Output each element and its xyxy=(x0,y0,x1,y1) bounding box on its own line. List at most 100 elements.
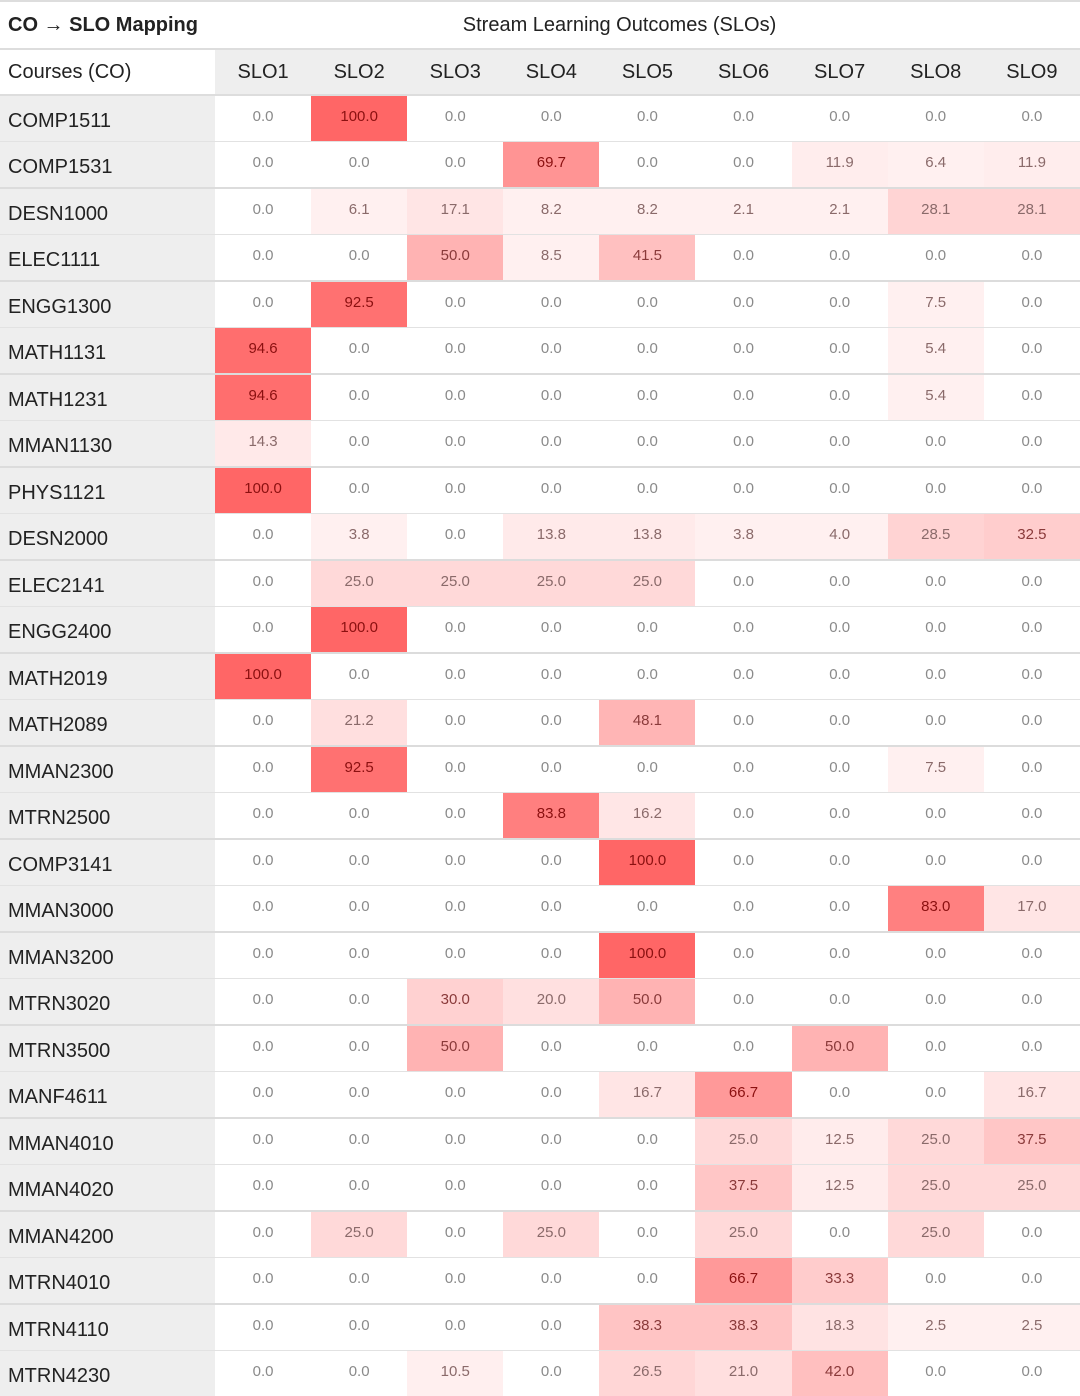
mapping-cell: 17.1 xyxy=(407,188,504,235)
table-row: MTRN3500 0.0 0.0 50.0 0.0 0.0 0.0 50.0 0.0 0.0 xyxy=(0,1025,1080,1072)
mapping-cell: 7.5 xyxy=(887,281,984,328)
course-code: COMP1531 xyxy=(0,141,216,188)
table-row: MATH1131 94.6 0.0 0.0 0.0 0.0 0.0 0.0 5.4 0.0 xyxy=(0,327,1080,374)
column-header-slo7[interactable]: SLO7 xyxy=(814,60,866,83)
mapping-cell: 11.9 xyxy=(983,141,1080,188)
course-code: DESN2000 xyxy=(0,513,216,560)
mapping-cell: 0.0 xyxy=(887,95,984,142)
table-row: MTRN4230 0.0 0.0 10.5 0.0 26.5 21.0 42.0 0.0 0.0 xyxy=(0,1350,1080,1396)
column-header-slo1[interactable]: SLO1 xyxy=(237,60,289,83)
mapping-cell: 0.0 xyxy=(983,95,1080,142)
column-header-slo5[interactable]: SLO5 xyxy=(621,60,674,83)
mapping-cell: 8.5 xyxy=(503,234,600,281)
mapping-cell: 0.0 xyxy=(887,932,984,979)
mapping-cell: 0.0 xyxy=(983,1350,1080,1396)
table-row: DESN1000 0.0 6.1 17.1 8.2 8.2 2.1 2.1 28.1 28.1 xyxy=(0,188,1080,235)
column-header-slo3[interactable]: SLO3 xyxy=(429,60,481,83)
mapping-cell: 0.0 xyxy=(503,95,600,142)
mapping-cell: 26.5 xyxy=(599,1350,696,1396)
mapping-cell: 0.0 xyxy=(215,1071,312,1118)
mapping-cell: 18.3 xyxy=(791,1304,888,1351)
mapping-cell: 0.0 xyxy=(695,1025,792,1072)
column-header-slo4[interactable]: SLO4 xyxy=(525,60,577,83)
mapping-cell: 0.0 xyxy=(503,1118,600,1165)
mapping-cell: 25.0 xyxy=(983,1164,1080,1211)
course-code: MTRN4230 xyxy=(0,1350,216,1396)
table-row: COMP3141 0.0 0.0 0.0 0.0 100.0 0.0 0.0 0.0 0.0 xyxy=(0,839,1080,886)
mapping-cell: 0.0 xyxy=(215,1025,312,1072)
mapping-cell: 13.8 xyxy=(599,513,696,560)
mapping-cell: 0.0 xyxy=(887,1350,984,1396)
mapping-cell: 0.0 xyxy=(311,141,408,188)
mapping-cell: 0.0 xyxy=(407,1257,504,1304)
mapping-cell: 17.0 xyxy=(983,885,1080,932)
mapping-cell: 0.0 xyxy=(407,1164,504,1211)
mapping-cell: 0.0 xyxy=(599,653,696,700)
mapping-cell: 0.0 xyxy=(599,746,696,793)
column-header-slo6[interactable]: SLO6 xyxy=(717,60,770,83)
mapping-cell: 0.0 xyxy=(407,746,504,793)
table-row: MATH2019 100.0 0.0 0.0 0.0 0.0 0.0 0.0 0.0 0.0 xyxy=(0,653,1080,700)
mapping-cell: 0.0 xyxy=(983,281,1080,328)
mapping-cell: 0.0 xyxy=(791,1071,888,1118)
mapping-cell: 33.3 xyxy=(791,1257,888,1304)
column-header-slo9[interactable]: SLO9 xyxy=(1006,60,1058,83)
mapping-cell: 0.0 xyxy=(983,699,1080,746)
mapping-cell: 0.0 xyxy=(791,932,888,979)
table-body: COMP1511 0.0 100.0 0.0 0.0 0.0 0.0 0.0 0.0 0.0 COM… xyxy=(0,95,1080,1396)
mapping-cell: 0.0 xyxy=(215,1211,312,1258)
mapping-cell: 25.0 xyxy=(311,560,408,607)
mapping-cell: 0.0 xyxy=(407,606,504,653)
mapping-cell: 21.0 xyxy=(695,1350,792,1396)
mapping-cell: 0.0 xyxy=(599,95,696,142)
table-row: MANF4611 0.0 0.0 0.0 0.0 16.7 66.7 0.0 0.0 16.7 xyxy=(0,1071,1080,1118)
mapping-cell: 0.0 xyxy=(791,699,888,746)
mapping-cell: 100.0 xyxy=(311,95,408,142)
mapping-cell: 0.0 xyxy=(407,467,504,514)
mapping-cell: 0.0 xyxy=(503,281,600,328)
mapping-cell: 69.7 xyxy=(503,141,600,188)
mapping-cell: 0.0 xyxy=(407,1071,504,1118)
mapping-cell: 0.0 xyxy=(599,281,696,328)
mapping-cell: 0.0 xyxy=(887,467,984,514)
mapping-cell: 0.0 xyxy=(791,420,888,467)
mapping-cell: 0.0 xyxy=(503,1164,600,1211)
table-row: MATH2089 0.0 21.2 0.0 0.0 48.1 0.0 0.0 0.0 0.0 xyxy=(0,699,1080,746)
course-code: MTRN4110 xyxy=(0,1304,216,1351)
mapping-cell: 25.0 xyxy=(407,560,504,607)
column-header-slo8[interactable]: SLO8 xyxy=(910,60,962,83)
mapping-cell: 2.1 xyxy=(791,188,888,235)
table-row: MMAN4200 0.0 25.0 0.0 25.0 0.0 25.0 0.0 25.0 0.0 xyxy=(0,1211,1080,1258)
table-title: CO → SLO Mapping xyxy=(0,1,216,49)
mapping-cell: 25.0 xyxy=(695,1211,792,1258)
mapping-cell: 0.0 xyxy=(983,374,1080,421)
column-header-slo2[interactable]: SLO2 xyxy=(333,60,385,83)
mapping-cell: 10.5 xyxy=(407,1350,504,1396)
mapping-cell: 0.0 xyxy=(503,653,600,700)
table-row: MMAN2300 0.0 92.5 0.0 0.0 0.0 0.0 0.0 7.5 0.0 xyxy=(0,746,1080,793)
mapping-cell: 100.0 xyxy=(311,606,408,653)
mapping-cell: 13.8 xyxy=(503,513,600,560)
course-code: MMAN1130 xyxy=(0,420,216,467)
mapping-cell: 0.0 xyxy=(407,141,504,188)
course-code: MMAN4020 xyxy=(0,1164,216,1211)
mapping-cell: 50.0 xyxy=(791,1025,888,1072)
mapping-cell: 0.0 xyxy=(983,932,1080,979)
mapping-cell: 0.0 xyxy=(503,839,600,886)
mapping-cell: 0.0 xyxy=(695,374,792,421)
course-code: ENGG2400 xyxy=(0,606,216,653)
mapping-cell: 94.6 xyxy=(215,374,312,421)
courses-column-header: Courses (CO) xyxy=(0,49,216,95)
mapping-cell: 0.0 xyxy=(311,1071,408,1118)
mapping-cell: 0.0 xyxy=(311,374,408,421)
mapping-cell: 0.0 xyxy=(503,420,600,467)
course-code: MTRN3500 xyxy=(0,1025,216,1072)
mapping-cell: 0.0 xyxy=(983,978,1080,1025)
course-code: COMP1511 xyxy=(0,95,216,142)
mapping-cell: 0.0 xyxy=(695,699,792,746)
mapping-cell: 6.4 xyxy=(887,141,984,188)
mapping-cell: 0.0 xyxy=(311,978,408,1025)
mapping-cell: 0.0 xyxy=(407,513,504,560)
mapping-cell: 0.0 xyxy=(599,1118,696,1165)
mapping-cell: 0.0 xyxy=(311,327,408,374)
